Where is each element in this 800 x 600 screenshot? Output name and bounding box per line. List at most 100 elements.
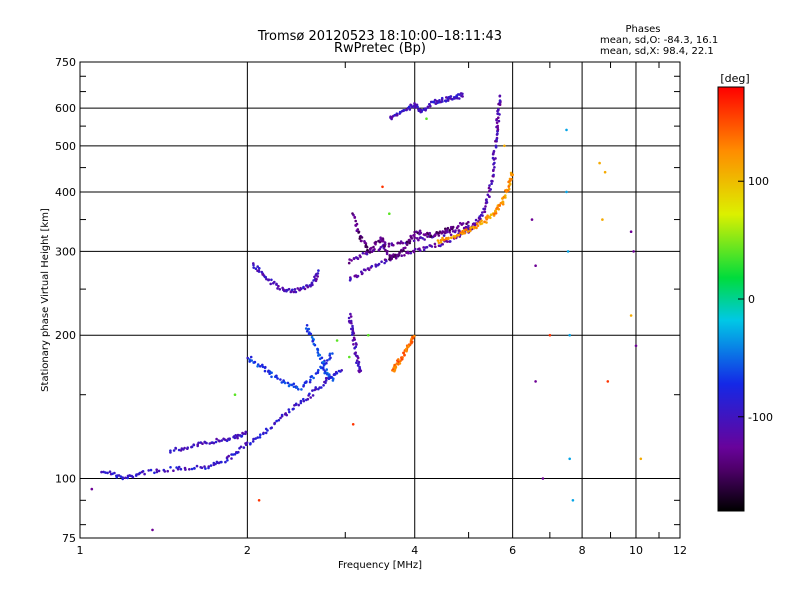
- data-point: [287, 384, 291, 388]
- data-point: [485, 198, 488, 201]
- data-point: [438, 230, 442, 233]
- data-point: [503, 144, 506, 148]
- data-point: [149, 468, 153, 472]
- data-point: [328, 376, 332, 379]
- data-point: [461, 95, 464, 98]
- data-point: [188, 468, 191, 471]
- data-point: [292, 382, 296, 386]
- data-point: [441, 238, 444, 242]
- data-point: [352, 257, 356, 260]
- data-point: [358, 370, 361, 374]
- data-point: [311, 340, 315, 343]
- data-point: [394, 365, 398, 368]
- data-point: [278, 288, 282, 291]
- data-point: [220, 439, 223, 442]
- data-point: [413, 102, 416, 105]
- data-point: [488, 184, 491, 187]
- data-point: [256, 436, 260, 439]
- data-point: [494, 144, 498, 148]
- y-tick-label: 300: [55, 245, 76, 258]
- data-point: [466, 230, 470, 233]
- data-point: [317, 368, 320, 372]
- data-point: [488, 189, 491, 193]
- data-point: [378, 240, 382, 244]
- data-point: [420, 109, 424, 112]
- data-point: [496, 128, 500, 131]
- data-point: [324, 381, 327, 385]
- data-point: [402, 351, 405, 355]
- data-point: [398, 251, 401, 254]
- data-point: [493, 161, 496, 165]
- data-point: [467, 220, 470, 224]
- data-point: [237, 450, 240, 454]
- data-point: [433, 234, 437, 238]
- data-point: [175, 466, 178, 469]
- data-point: [384, 248, 387, 252]
- data-point: [406, 250, 410, 254]
- data-point: [415, 237, 419, 240]
- data-point: [227, 454, 230, 458]
- data-point: [372, 245, 375, 249]
- data-point: [496, 112, 500, 115]
- data-point: [241, 431, 244, 435]
- phases-line-x: mean, sd,X: 98.4, 22.1: [600, 46, 714, 57]
- data-point: [220, 460, 223, 464]
- data-point: [309, 332, 313, 336]
- data-point: [419, 231, 423, 235]
- x-tick-label: 1: [77, 544, 84, 557]
- data-point: [100, 470, 103, 474]
- data-point: [297, 388, 300, 391]
- data-point: [356, 274, 360, 278]
- data-point: [447, 236, 450, 240]
- data-point: [422, 248, 426, 252]
- data-point: [315, 277, 318, 281]
- data-point: [568, 457, 571, 461]
- y-tick-label: 100: [55, 473, 76, 486]
- data-point: [299, 399, 303, 403]
- data-point: [446, 99, 450, 102]
- data-point: [438, 99, 441, 102]
- data-point: [480, 219, 483, 222]
- data-point: [379, 236, 382, 239]
- data-point: [412, 250, 416, 254]
- data-point: [258, 267, 261, 270]
- data-point: [492, 149, 496, 153]
- data-point: [205, 441, 208, 445]
- data-point: [172, 449, 176, 452]
- data-point: [155, 470, 159, 474]
- data-point: [432, 100, 435, 104]
- y-tick-label: 400: [55, 186, 76, 199]
- data-point: [268, 372, 271, 376]
- data-point: [485, 201, 489, 204]
- data-point: [322, 364, 326, 367]
- data-point: [423, 107, 427, 110]
- data-point: [316, 347, 319, 351]
- data-point: [498, 94, 502, 98]
- y-tick-label: 75: [62, 532, 76, 545]
- data-point: [215, 460, 219, 464]
- data-point: [541, 477, 545, 480]
- data-point: [310, 281, 314, 285]
- data-point: [451, 98, 454, 101]
- data-point: [270, 371, 273, 375]
- data-point: [347, 316, 351, 320]
- data-point: [287, 287, 291, 291]
- data-point: [377, 262, 381, 266]
- data-point: [428, 103, 431, 106]
- data-point: [354, 274, 358, 277]
- data-point: [273, 280, 276, 284]
- data-point: [474, 218, 478, 222]
- data-point: [453, 97, 456, 100]
- data-point: [385, 259, 388, 263]
- data-point: [265, 277, 268, 281]
- data-point: [393, 368, 397, 372]
- data-point: [419, 249, 422, 252]
- data-point: [233, 393, 237, 397]
- data-point: [266, 429, 269, 432]
- data-point: [501, 202, 505, 206]
- data-point: [305, 380, 308, 383]
- data-point: [486, 216, 489, 220]
- data-point: [480, 222, 484, 225]
- data-point: [177, 465, 181, 469]
- data-point: [385, 250, 389, 253]
